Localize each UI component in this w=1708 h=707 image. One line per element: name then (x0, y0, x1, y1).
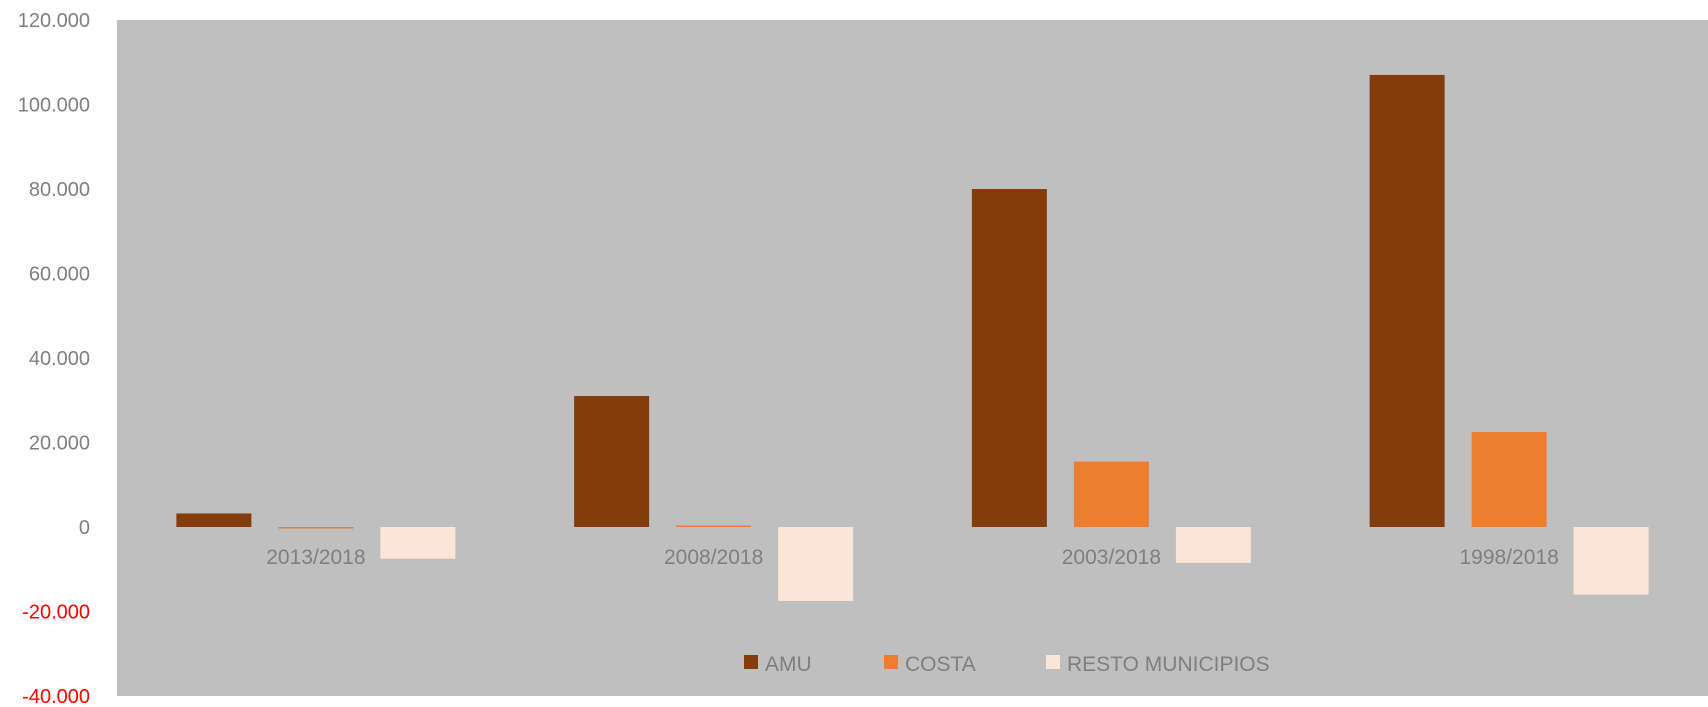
legend-swatch-resto-municipios (1046, 655, 1060, 669)
y-tick-label: 120.000 (18, 10, 90, 32)
y-tick-label: -40.000 (22, 686, 90, 707)
bar-resto-municipios (1175, 527, 1251, 563)
y-tick-label: 80.000 (29, 179, 90, 201)
bar-costa (676, 525, 752, 527)
legend: AMU COSTA RESTO MUNICIPIOS (744, 653, 1270, 676)
bar-amu (1369, 74, 1445, 528)
x-category-label: 2013/2018 (266, 546, 365, 569)
legend-label: AMU (765, 653, 812, 676)
plot-area (117, 20, 1708, 696)
y-tick-label: 60.000 (29, 264, 90, 286)
x-category-label: 1998/2018 (1459, 546, 1558, 569)
x-category-label: 2003/2018 (1062, 546, 1161, 569)
y-tick-label: -20.000 (22, 602, 90, 624)
bar-amu (176, 513, 252, 527)
y-tick-label: 40.000 (29, 348, 90, 370)
y-tick-label: 100.000 (18, 95, 90, 117)
legend-label: COSTA (905, 653, 976, 676)
y-tick-label: 20.000 (29, 433, 90, 455)
x-category-label: 2008/2018 (664, 546, 763, 569)
legend-label: RESTO MUNICIPIOS (1067, 653, 1270, 676)
bar-amu (971, 189, 1047, 527)
bar-costa (1073, 461, 1149, 527)
y-tick-label: 0 (79, 517, 90, 539)
bar-resto-municipios (380, 527, 456, 559)
bar-resto-municipios (778, 527, 854, 601)
bars-group (176, 74, 1649, 601)
bar-amu (574, 396, 650, 527)
x-axis-category-labels: 2013/2018 2008/2018 2003/2018 1998/2018 (266, 546, 1559, 569)
bar-costa (1471, 431, 1547, 527)
bar-costa (278, 527, 354, 529)
legend-swatch-amu (744, 655, 758, 669)
y-axis: -40.000 -20.000 0 20.000 40.000 60.000 80.000 1… (18, 10, 90, 707)
bar-resto-municipios (1573, 527, 1649, 595)
legend-swatch-costa (884, 655, 898, 669)
